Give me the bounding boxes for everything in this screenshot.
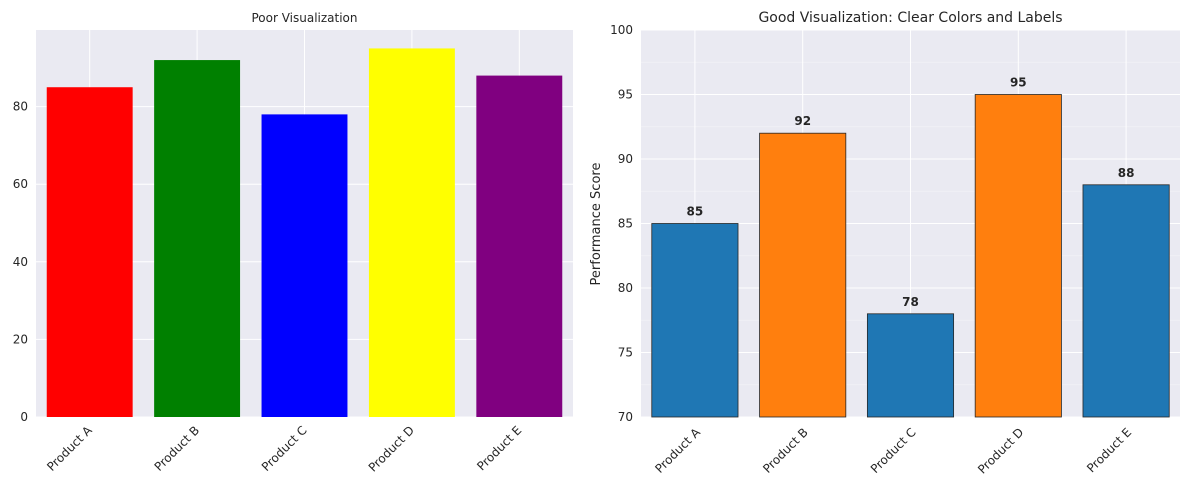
- x-tick-label: Product A: [44, 423, 95, 474]
- x-tick-label: Product D: [975, 425, 1026, 476]
- x-tick-label: Product B: [760, 425, 811, 476]
- data-label: 78: [902, 295, 919, 309]
- data-label: 92: [794, 114, 811, 128]
- bar: [759, 132, 847, 418]
- bar: [1082, 184, 1170, 418]
- bar: [974, 94, 1062, 418]
- y-tick-label: 80: [618, 281, 633, 295]
- good-visualization-chart: Performance Score 70 75 80 85 90 95 100 85 92 78 9…: [589, 10, 1180, 477]
- chart-title: Poor Visualization: [251, 11, 357, 25]
- y-tick-label: 100: [610, 23, 633, 37]
- data-label: 88: [1118, 166, 1135, 180]
- x-tick-label: Product E: [474, 423, 524, 473]
- poor-visualization-chart: 0 20 40 60 80 Product A Product B Product C Prod…: [13, 11, 573, 475]
- bar: [651, 223, 739, 418]
- data-label: 95: [1010, 76, 1027, 90]
- y-tick-label: 95: [618, 88, 633, 102]
- y-tick-label: 85: [618, 217, 633, 231]
- x-tick-label: Product D: [366, 423, 417, 474]
- bar: [261, 114, 348, 418]
- y-tick-label: 90: [618, 152, 633, 166]
- y-tick-label: 75: [618, 346, 633, 360]
- y-tick-label: 70: [618, 410, 633, 424]
- y-tick-label: 80: [13, 100, 28, 114]
- y-tick-label: 20: [13, 332, 28, 346]
- y-tick-label: 60: [13, 177, 28, 191]
- x-tick-label: Product E: [1084, 425, 1134, 475]
- bar: [476, 75, 563, 418]
- y-tick-label: 40: [13, 255, 28, 269]
- x-tick-label: Product C: [868, 425, 919, 476]
- data-label: 85: [687, 205, 704, 219]
- y-axis-label: Performance Score: [589, 163, 604, 286]
- bar: [154, 60, 241, 418]
- x-tick-label: Product A: [652, 425, 703, 476]
- y-tick-label: 0: [20, 410, 28, 424]
- x-tick-label: Product C: [259, 423, 310, 474]
- bar: [368, 48, 455, 418]
- bar: [46, 87, 133, 418]
- bar: [866, 313, 955, 418]
- chart-title: Good Visualization: Clear Colors and Lab…: [758, 10, 1062, 26]
- x-tick-label: Product B: [152, 423, 203, 474]
